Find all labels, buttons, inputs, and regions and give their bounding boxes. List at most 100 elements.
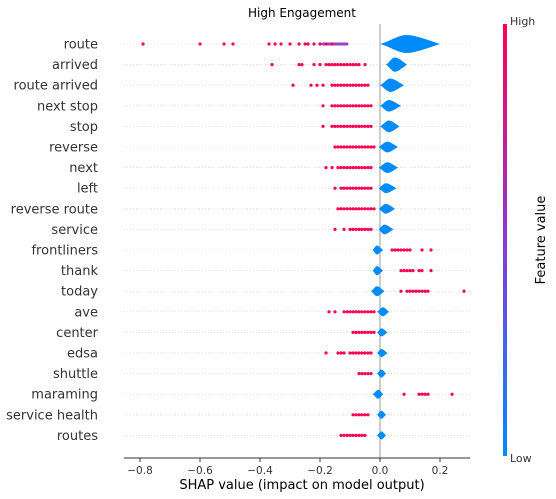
data-point (336, 145, 340, 149)
data-point (354, 330, 358, 334)
data-point (342, 207, 346, 211)
data-point (360, 104, 364, 108)
data-point (354, 433, 358, 437)
data-point (333, 83, 337, 87)
data-point (366, 413, 370, 417)
feature-label: today (61, 285, 98, 300)
feature-label: center (56, 326, 98, 341)
data-point (402, 269, 406, 273)
data-point (357, 63, 361, 67)
data-point (351, 413, 355, 417)
data-point (414, 289, 418, 293)
data-point (336, 351, 340, 355)
data-point (333, 124, 337, 128)
data-point (357, 433, 361, 437)
point-group (141, 42, 466, 437)
data-point (366, 330, 370, 334)
data-point (366, 166, 370, 170)
data-point (345, 63, 349, 67)
data-point (330, 63, 334, 67)
data-point (423, 289, 427, 293)
data-point (357, 227, 361, 231)
data-point (363, 104, 367, 108)
data-point (231, 42, 235, 46)
data-point (357, 330, 361, 334)
data-point (342, 104, 346, 108)
data-point (363, 124, 367, 128)
data-point (330, 83, 334, 87)
data-point (330, 166, 334, 170)
data-point (336, 83, 340, 87)
data-point (306, 42, 310, 46)
violin-routes (377, 431, 386, 440)
data-point (342, 166, 346, 170)
data-point (420, 392, 424, 396)
violin-route (380, 35, 440, 53)
data-point (351, 63, 355, 67)
data-point (345, 433, 349, 437)
data-point (462, 289, 466, 293)
x-tick-label: −0.6 (187, 465, 213, 477)
data-point (348, 227, 352, 231)
data-point (354, 186, 358, 190)
feature-label: left (77, 182, 98, 197)
data-point (354, 310, 358, 314)
data-point (303, 42, 307, 46)
data-point (408, 289, 412, 293)
x-axis-title: SHAP value (impact on model output) (179, 478, 424, 493)
violin-shuttle (377, 369, 386, 378)
data-point (354, 104, 358, 108)
data-point (339, 351, 343, 355)
data-point (342, 186, 346, 190)
data-point (360, 310, 364, 314)
data-point (363, 83, 367, 87)
data-point (351, 310, 355, 314)
feature-label: reverse (49, 141, 98, 156)
data-point (342, 433, 346, 437)
data-point (390, 248, 394, 252)
data-point (318, 42, 322, 46)
feature-label-group: route arrived route arrived next stop stop re… (6, 38, 99, 444)
data-point (348, 207, 352, 211)
data-point (357, 310, 361, 314)
data-point (273, 42, 277, 46)
data-point (354, 124, 358, 128)
x-tick-label: 0.0 (372, 465, 389, 477)
feature-label: shuttle (53, 367, 98, 382)
data-point (417, 289, 421, 293)
data-point (345, 104, 349, 108)
data-point (429, 248, 433, 252)
data-point (360, 351, 364, 355)
data-point (369, 104, 373, 108)
violin-route-arrived (380, 78, 404, 92)
data-point (423, 392, 427, 396)
data-point (393, 248, 397, 252)
data-point (354, 83, 358, 87)
data-point (357, 186, 361, 190)
data-point (291, 83, 295, 87)
data-point (369, 310, 373, 314)
feature-label: next (69, 161, 98, 176)
data-point (336, 166, 340, 170)
data-point (348, 104, 352, 108)
data-point (339, 433, 343, 437)
data-point (342, 145, 346, 149)
data-point (366, 83, 370, 87)
data-point (360, 186, 364, 190)
violin-today (371, 286, 385, 297)
data-point (141, 42, 145, 46)
data-point (369, 227, 373, 231)
data-point (360, 227, 364, 231)
x-tick-label: −0.8 (127, 465, 153, 477)
data-point (369, 166, 373, 170)
colorbar-high-label: High (510, 15, 535, 28)
data-point (357, 166, 361, 170)
data-point (351, 330, 355, 334)
data-point (372, 145, 376, 149)
violin-left (378, 183, 397, 194)
data-point (345, 166, 349, 170)
violin-center (377, 328, 388, 337)
data-point (348, 83, 352, 87)
data-point (339, 104, 343, 108)
